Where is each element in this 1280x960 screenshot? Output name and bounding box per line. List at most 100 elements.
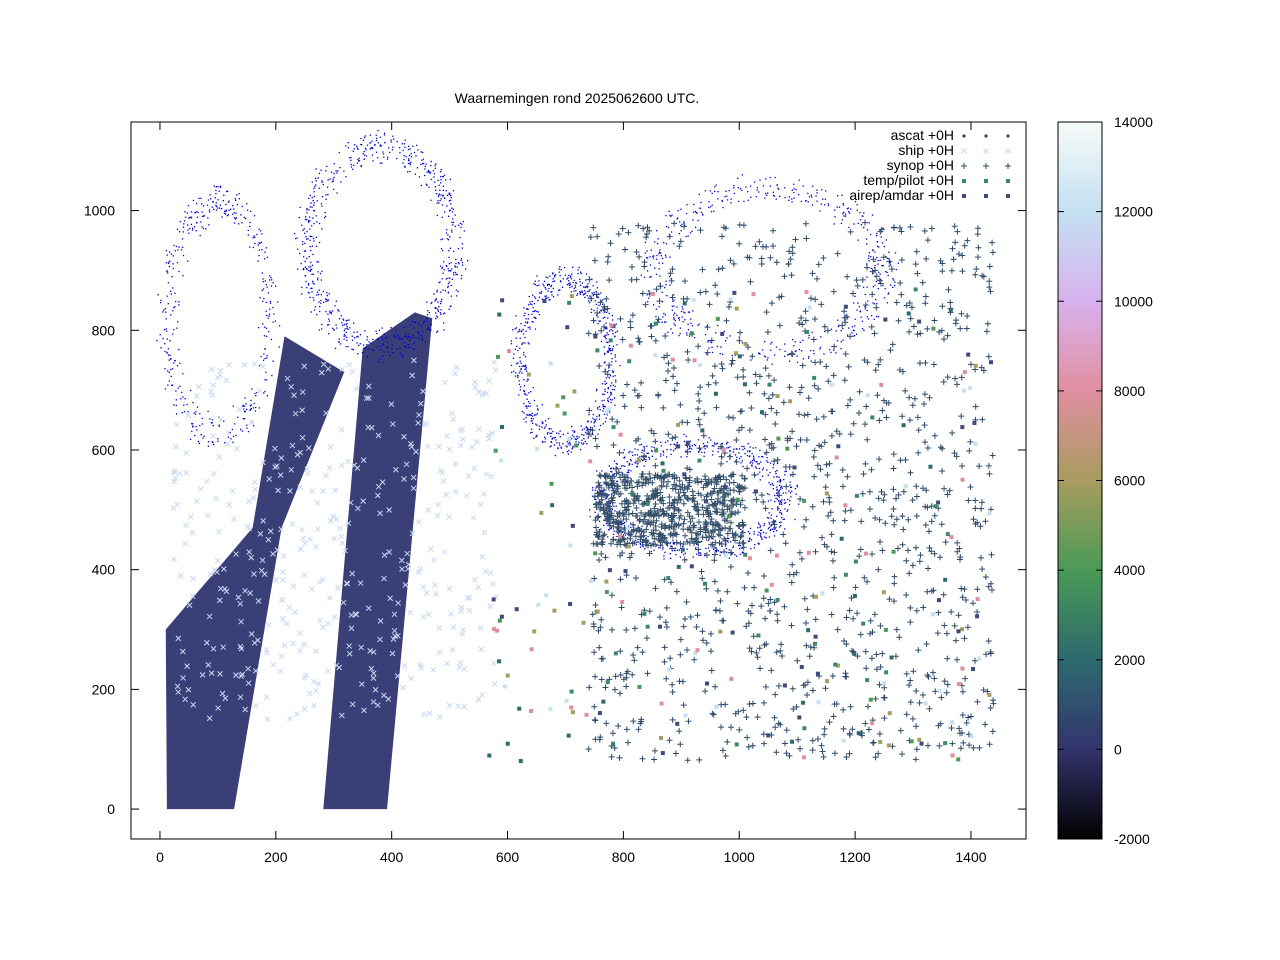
synop-marker	[585, 330, 592, 337]
coastline-dot	[576, 294, 578, 297]
coastline-dot	[639, 543, 641, 545]
synop-marker	[953, 317, 960, 324]
coastline-dot	[305, 238, 308, 240]
coastline-dot	[232, 441, 234, 443]
synop-marker	[926, 394, 933, 401]
synop-marker	[914, 414, 921, 421]
coastline-dot	[643, 535, 646, 537]
synop-marker	[676, 477, 683, 484]
coastline-dot	[524, 342, 526, 344]
synop-marker	[607, 240, 614, 247]
coastline-dot	[864, 293, 866, 296]
synop-marker	[857, 631, 864, 638]
coastline-dot	[344, 328, 346, 330]
ship-marker	[209, 392, 216, 399]
coastline-dot	[317, 261, 320, 263]
synop-marker	[635, 497, 642, 504]
coastline-dot	[266, 286, 268, 288]
coastline-dot	[413, 151, 416, 154]
coastline-dot	[673, 318, 675, 321]
ship-marker	[280, 553, 287, 559]
coastline-dot	[341, 324, 344, 326]
synop-marker	[630, 526, 637, 533]
synop-marker	[763, 243, 770, 250]
synop-marker	[749, 700, 756, 707]
coastline-dot	[311, 181, 313, 183]
coastline-dot	[894, 281, 896, 283]
coastline-dot	[562, 278, 565, 280]
coastline-dot	[166, 295, 168, 297]
synop-marker	[847, 228, 854, 235]
coastline-dot	[717, 550, 720, 552]
coastline-dot	[294, 233, 296, 235]
coastline-dot	[634, 454, 636, 456]
coastline-dot	[836, 195, 839, 197]
coastline-dot	[457, 248, 460, 250]
synop-marker	[740, 373, 747, 380]
ship-marker	[390, 636, 397, 642]
coastline-dot	[233, 208, 235, 210]
synop-marker	[866, 506, 873, 513]
coastline-dot	[587, 286, 589, 288]
coastline-dot	[581, 282, 584, 284]
coastline-dot	[437, 309, 439, 311]
synop-marker	[847, 333, 854, 340]
synop-marker	[709, 521, 716, 528]
coastline-dot	[607, 350, 609, 353]
ship-marker	[246, 498, 252, 505]
coastline-dot	[721, 200, 723, 203]
synop-marker	[961, 586, 968, 593]
coastline-dot	[369, 142, 371, 144]
coastline-dot	[596, 485, 598, 487]
coastline-dot	[340, 315, 343, 317]
coastline-dot	[761, 455, 763, 458]
synop-marker	[661, 473, 668, 480]
synop-marker	[760, 731, 767, 738]
synop-marker	[880, 397, 887, 404]
coastline-dot	[704, 553, 706, 555]
coastline-dot	[589, 515, 591, 518]
coastline-dot	[207, 217, 209, 219]
coastline-dot	[371, 348, 374, 351]
synop-marker	[677, 636, 684, 643]
coastline-dot	[441, 278, 443, 280]
coastline-dot	[713, 548, 715, 551]
synop-marker	[610, 441, 617, 448]
coastline-dot	[587, 290, 589, 293]
coastline-dot	[859, 219, 862, 221]
coastline-dot	[244, 405, 246, 407]
coastline-dot	[167, 354, 170, 356]
coastline-dot	[343, 333, 346, 336]
coastline-dot	[426, 314, 429, 316]
synop-marker	[796, 389, 803, 396]
coastline-dot	[613, 505, 615, 508]
coastline-dot	[843, 215, 845, 217]
coastline-dot	[652, 255, 654, 258]
coastline-dot	[168, 265, 171, 268]
synop-marker	[702, 288, 709, 295]
coastline-dot	[586, 443, 588, 445]
synop-marker	[745, 570, 752, 577]
coastline-dot	[449, 236, 451, 238]
coastline-dot	[567, 432, 569, 434]
ship-marker	[274, 463, 280, 469]
synop-marker	[623, 516, 630, 523]
synop-marker	[641, 513, 648, 520]
synop-marker	[632, 533, 639, 540]
coastline-dot	[598, 428, 601, 431]
coastline-dot	[343, 330, 346, 332]
coastline-dot	[673, 443, 676, 446]
coastline-dot	[726, 447, 728, 449]
coastline-dot	[686, 548, 688, 550]
coastline-dot	[530, 420, 532, 422]
ship-marker	[398, 557, 405, 564]
coastline-dot	[168, 359, 170, 361]
coastline-dot	[203, 435, 205, 437]
coastline-dot	[315, 184, 317, 186]
coastline-dot	[345, 345, 347, 348]
synop-marker	[953, 453, 960, 460]
synop-marker	[636, 516, 643, 523]
coastline-dot	[521, 330, 523, 332]
coastline-dot	[784, 196, 786, 199]
coastline-dot	[321, 181, 323, 183]
